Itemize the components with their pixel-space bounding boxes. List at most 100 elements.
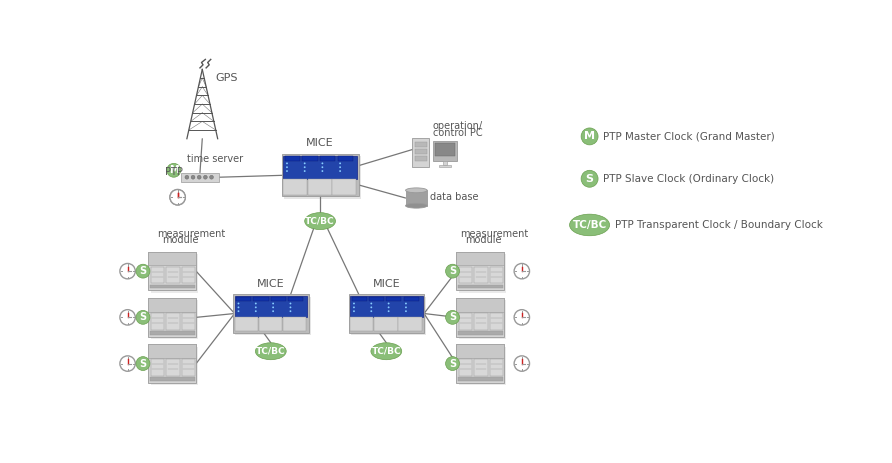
FancyBboxPatch shape <box>458 267 472 283</box>
FancyBboxPatch shape <box>284 156 361 199</box>
Circle shape <box>170 189 186 205</box>
Circle shape <box>353 307 355 308</box>
FancyBboxPatch shape <box>148 252 196 290</box>
FancyBboxPatch shape <box>166 359 180 376</box>
FancyBboxPatch shape <box>351 297 426 335</box>
Circle shape <box>210 175 213 179</box>
FancyBboxPatch shape <box>433 141 457 161</box>
FancyBboxPatch shape <box>182 267 195 283</box>
Circle shape <box>514 356 530 371</box>
Circle shape <box>203 175 207 179</box>
FancyBboxPatch shape <box>182 313 195 330</box>
Circle shape <box>339 170 341 172</box>
Circle shape <box>405 307 407 308</box>
Circle shape <box>339 163 341 164</box>
FancyBboxPatch shape <box>148 298 196 312</box>
FancyBboxPatch shape <box>151 313 164 330</box>
FancyBboxPatch shape <box>151 254 198 293</box>
Circle shape <box>388 303 390 305</box>
FancyBboxPatch shape <box>148 252 196 265</box>
Circle shape <box>120 310 136 325</box>
Circle shape <box>237 307 239 308</box>
FancyBboxPatch shape <box>151 267 164 283</box>
FancyBboxPatch shape <box>271 297 285 301</box>
Text: S: S <box>139 266 146 276</box>
FancyBboxPatch shape <box>283 317 306 331</box>
FancyBboxPatch shape <box>253 297 268 301</box>
FancyBboxPatch shape <box>338 156 353 161</box>
Text: measurement: measurement <box>158 229 226 238</box>
Ellipse shape <box>255 343 286 360</box>
Text: MICE: MICE <box>257 279 285 288</box>
Text: MICE: MICE <box>306 138 334 149</box>
Circle shape <box>272 310 274 312</box>
Text: PTP Master Clock (Grand Master): PTP Master Clock (Grand Master) <box>604 131 775 141</box>
FancyBboxPatch shape <box>375 317 398 331</box>
Circle shape <box>272 303 274 305</box>
Circle shape <box>286 170 288 172</box>
FancyBboxPatch shape <box>457 344 504 383</box>
Circle shape <box>136 264 150 278</box>
FancyBboxPatch shape <box>490 313 503 330</box>
FancyBboxPatch shape <box>490 359 503 376</box>
FancyBboxPatch shape <box>148 298 196 337</box>
FancyBboxPatch shape <box>457 298 504 312</box>
FancyBboxPatch shape <box>442 161 447 165</box>
FancyBboxPatch shape <box>458 359 472 376</box>
FancyBboxPatch shape <box>283 179 307 195</box>
FancyBboxPatch shape <box>457 344 504 358</box>
Text: PTP Transparent Clock / Boundary Clock: PTP Transparent Clock / Boundary Clock <box>615 220 823 230</box>
Circle shape <box>290 307 292 308</box>
FancyBboxPatch shape <box>415 142 427 147</box>
FancyBboxPatch shape <box>236 297 252 301</box>
FancyBboxPatch shape <box>166 267 180 283</box>
Text: control PC: control PC <box>433 128 483 138</box>
Circle shape <box>446 357 459 370</box>
FancyBboxPatch shape <box>302 156 318 161</box>
FancyBboxPatch shape <box>320 156 335 161</box>
FancyBboxPatch shape <box>351 317 374 331</box>
FancyBboxPatch shape <box>181 173 219 182</box>
FancyBboxPatch shape <box>235 296 307 317</box>
Text: module: module <box>465 236 501 245</box>
Circle shape <box>136 357 150 370</box>
FancyBboxPatch shape <box>475 267 488 283</box>
Circle shape <box>370 307 372 308</box>
Circle shape <box>286 163 288 164</box>
Circle shape <box>353 303 355 305</box>
FancyBboxPatch shape <box>415 149 427 154</box>
Circle shape <box>370 303 372 305</box>
Text: measurement: measurement <box>460 229 528 238</box>
Circle shape <box>514 310 530 325</box>
FancyBboxPatch shape <box>150 331 194 335</box>
Circle shape <box>170 189 186 205</box>
Text: operation/: operation/ <box>433 121 483 131</box>
Text: TC/BC: TC/BC <box>573 220 607 230</box>
FancyBboxPatch shape <box>458 285 502 288</box>
FancyBboxPatch shape <box>283 156 357 179</box>
Circle shape <box>581 170 598 187</box>
FancyBboxPatch shape <box>233 294 309 333</box>
Text: S: S <box>449 266 456 276</box>
Circle shape <box>167 163 181 177</box>
Circle shape <box>304 163 306 164</box>
FancyBboxPatch shape <box>235 317 258 331</box>
Circle shape <box>255 307 257 308</box>
FancyBboxPatch shape <box>166 313 180 330</box>
FancyBboxPatch shape <box>151 359 164 376</box>
FancyBboxPatch shape <box>333 179 356 195</box>
FancyBboxPatch shape <box>457 252 504 265</box>
Ellipse shape <box>371 343 401 360</box>
FancyBboxPatch shape <box>458 300 507 339</box>
Text: TC/BC: TC/BC <box>305 217 334 225</box>
Text: data base: data base <box>430 192 479 202</box>
Circle shape <box>446 310 459 324</box>
Circle shape <box>370 310 372 312</box>
FancyBboxPatch shape <box>475 359 488 376</box>
Ellipse shape <box>406 188 427 193</box>
Circle shape <box>405 303 407 305</box>
Circle shape <box>581 128 598 145</box>
Text: S: S <box>449 313 456 322</box>
Circle shape <box>321 166 323 168</box>
FancyBboxPatch shape <box>412 138 429 167</box>
